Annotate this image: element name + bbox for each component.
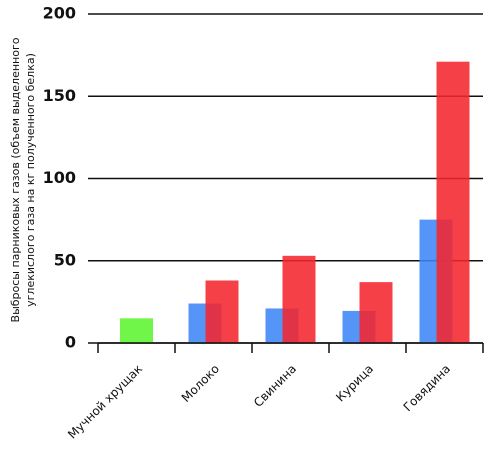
y-tick-label: 0 xyxy=(65,333,76,352)
bar xyxy=(120,318,153,343)
y-axis-label-line: Выбросы парниковых газов (объем выделенн… xyxy=(9,37,22,322)
y-tick-label: 100 xyxy=(43,168,76,187)
bar xyxy=(436,61,470,344)
x-tick-label: Мучной хрущак xyxy=(65,362,145,442)
bar xyxy=(359,282,393,343)
y-tick-label: 200 xyxy=(43,4,76,23)
y-tick-label: 150 xyxy=(43,86,76,105)
y-axis-label: Выбросы парниковых газов (объем выделенн… xyxy=(9,37,37,322)
x-tick-label: Говядина xyxy=(401,362,454,415)
y-tick-label: 50 xyxy=(54,250,76,269)
x-tick-label-group: Свинина xyxy=(251,362,299,410)
y-axis-label-line: углекислого газа на кг полученного белка… xyxy=(24,53,37,307)
x-tick-label-group: Мучной хрущак xyxy=(65,362,145,442)
bar xyxy=(205,280,239,343)
x-tick-label-group: Курица xyxy=(333,362,376,405)
x-tick-label-group: Говядина xyxy=(401,362,454,415)
x-tick-label: Свинина xyxy=(251,362,299,410)
x-tick-label-group: Молоко xyxy=(179,362,222,405)
x-tick-label: Курица xyxy=(333,362,376,405)
x-tick-label: Молоко xyxy=(179,362,222,405)
bar xyxy=(282,255,316,343)
